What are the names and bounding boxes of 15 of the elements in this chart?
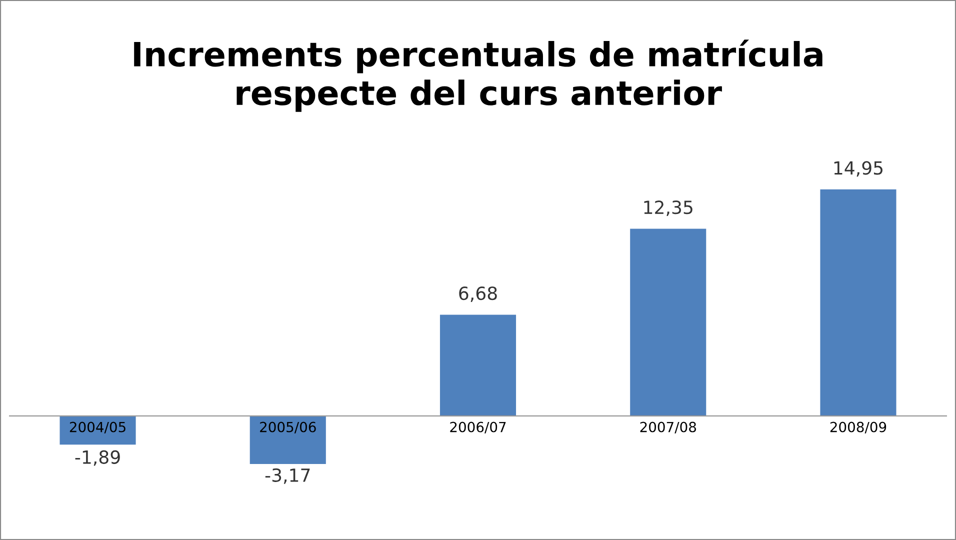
bar	[820, 189, 896, 416]
data-label: 6,68	[459, 286, 497, 302]
x-tick-label: 2006/07	[450, 422, 506, 434]
x-tick-label: 2004/05	[70, 422, 126, 434]
data-label: 12,35	[644, 200, 692, 216]
data-label: -3,17	[265, 468, 310, 484]
x-tick-label: 2005/06	[260, 422, 316, 434]
bar	[440, 314, 516, 416]
data-label: 14,95	[834, 161, 882, 177]
bar	[250, 416, 326, 464]
chart-title: Increments percentuals de matrícula respecte del curs anterior	[134, 40, 822, 112]
x-tick-label: 2008/09	[830, 422, 886, 434]
x-tick-label: 2007/08	[640, 422, 696, 434]
bar	[630, 228, 706, 416]
data-label: -1,89	[75, 450, 120, 466]
